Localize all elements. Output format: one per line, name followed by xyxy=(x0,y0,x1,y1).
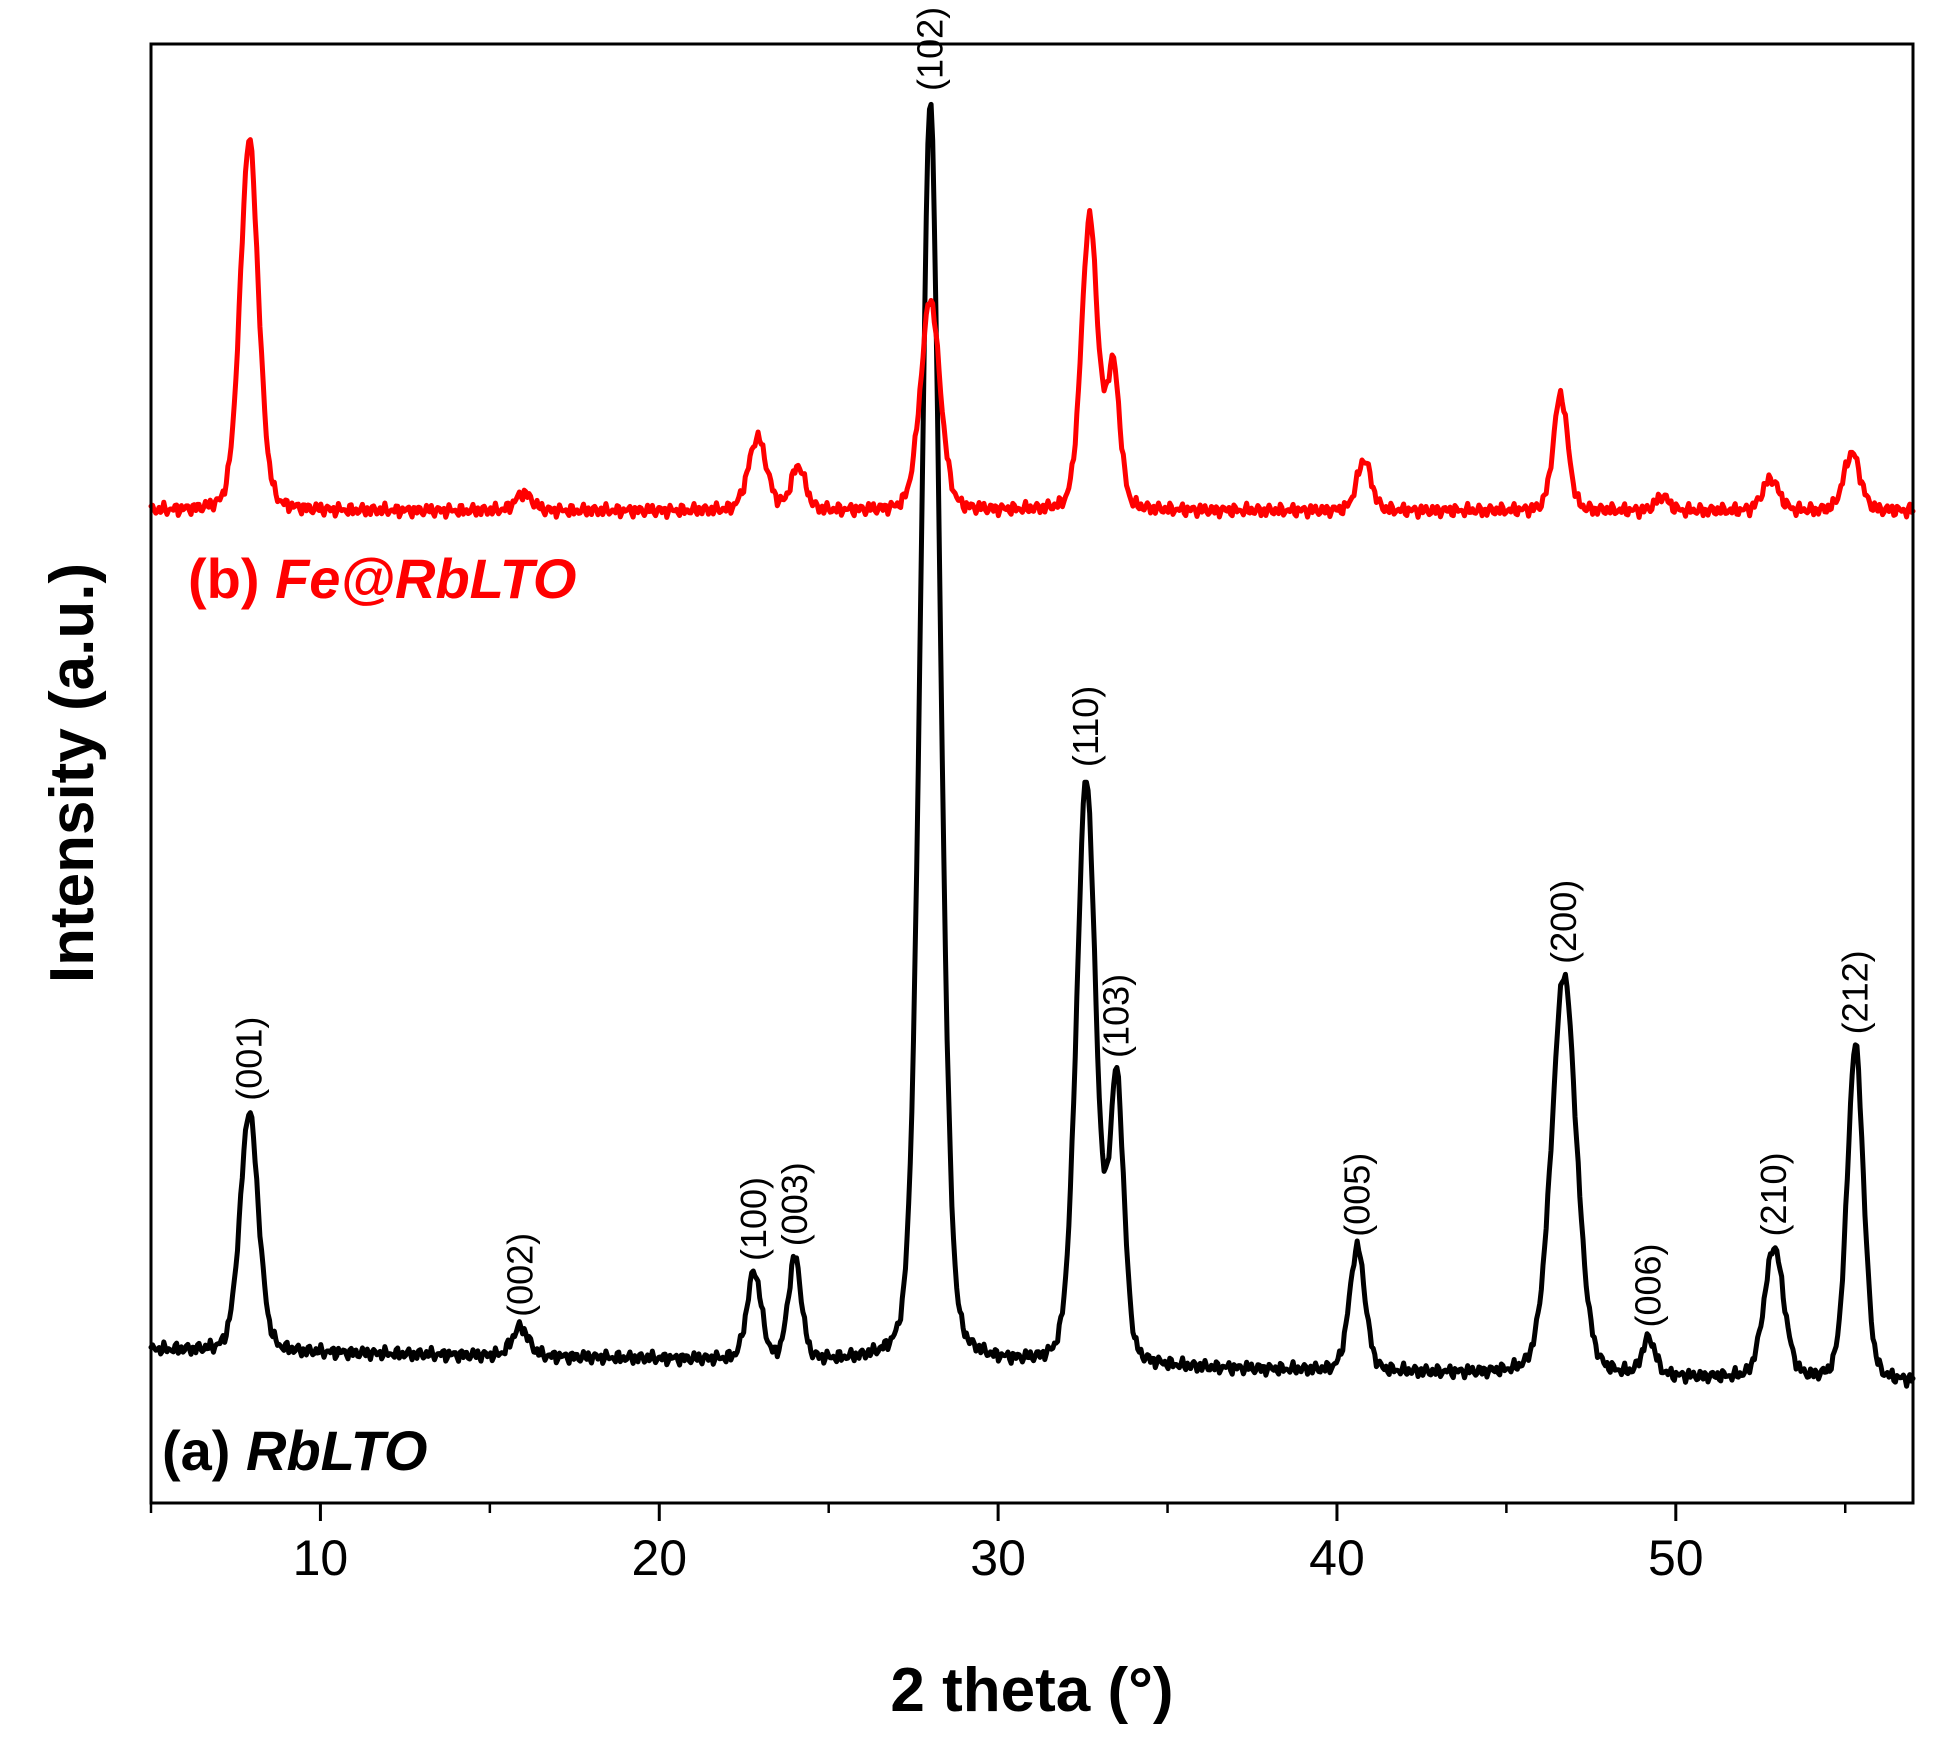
peak-label-002: (002) xyxy=(499,1233,540,1317)
series-line-fe-rblto xyxy=(148,137,1916,520)
peak-label-005: (005) xyxy=(1336,1153,1377,1237)
peak-label-006: (006) xyxy=(1628,1243,1669,1327)
peak-label-100: (100) xyxy=(733,1177,774,1261)
peak-label-200: (200) xyxy=(1543,880,1584,964)
peak-label-102: (102) xyxy=(909,7,950,91)
peak-label-001: (001) xyxy=(228,1017,269,1101)
series-label-rblto: (a) RbLTO xyxy=(162,1419,427,1482)
series-label-fe-rblto-name: Fe@RbLTO xyxy=(275,547,576,610)
x-tick-label-50: 50 xyxy=(1648,1530,1704,1586)
peak-label-layer: (001) (002) (100) (003) (102) (110) (103) (005)… xyxy=(228,7,1875,1328)
x-tick-label-10: 10 xyxy=(293,1530,349,1586)
series-line-rblto xyxy=(148,101,1916,1389)
peak-label-212: (212) xyxy=(1834,950,1875,1034)
series-label-rblto-prefix: (a) xyxy=(162,1419,246,1482)
series-label-fe-rblto-prefix: (b) xyxy=(188,547,275,610)
x-tick-label-40: 40 xyxy=(1309,1530,1365,1586)
series-label-fe-rblto: (b) Fe@RbLTO xyxy=(188,547,576,610)
x-tick-label-30: 30 xyxy=(970,1530,1026,1586)
x-axis-title: 2 theta (°) xyxy=(890,1656,1173,1725)
series-layer xyxy=(148,101,1916,1389)
peak-label-103: (103) xyxy=(1096,974,1137,1058)
x-axis: 10 20 30 40 50 xyxy=(149,1503,1847,1586)
peak-label-210: (210) xyxy=(1753,1152,1794,1236)
plot-frame xyxy=(149,42,1915,1505)
peak-label-110: (110) xyxy=(1065,686,1106,767)
series-label-rblto-name: RbLTO xyxy=(246,1419,427,1482)
peak-label-003: (003) xyxy=(774,1162,815,1246)
y-axis-title: Intensity (a.u.) xyxy=(38,563,107,983)
x-tick-label-20: 20 xyxy=(631,1530,687,1586)
